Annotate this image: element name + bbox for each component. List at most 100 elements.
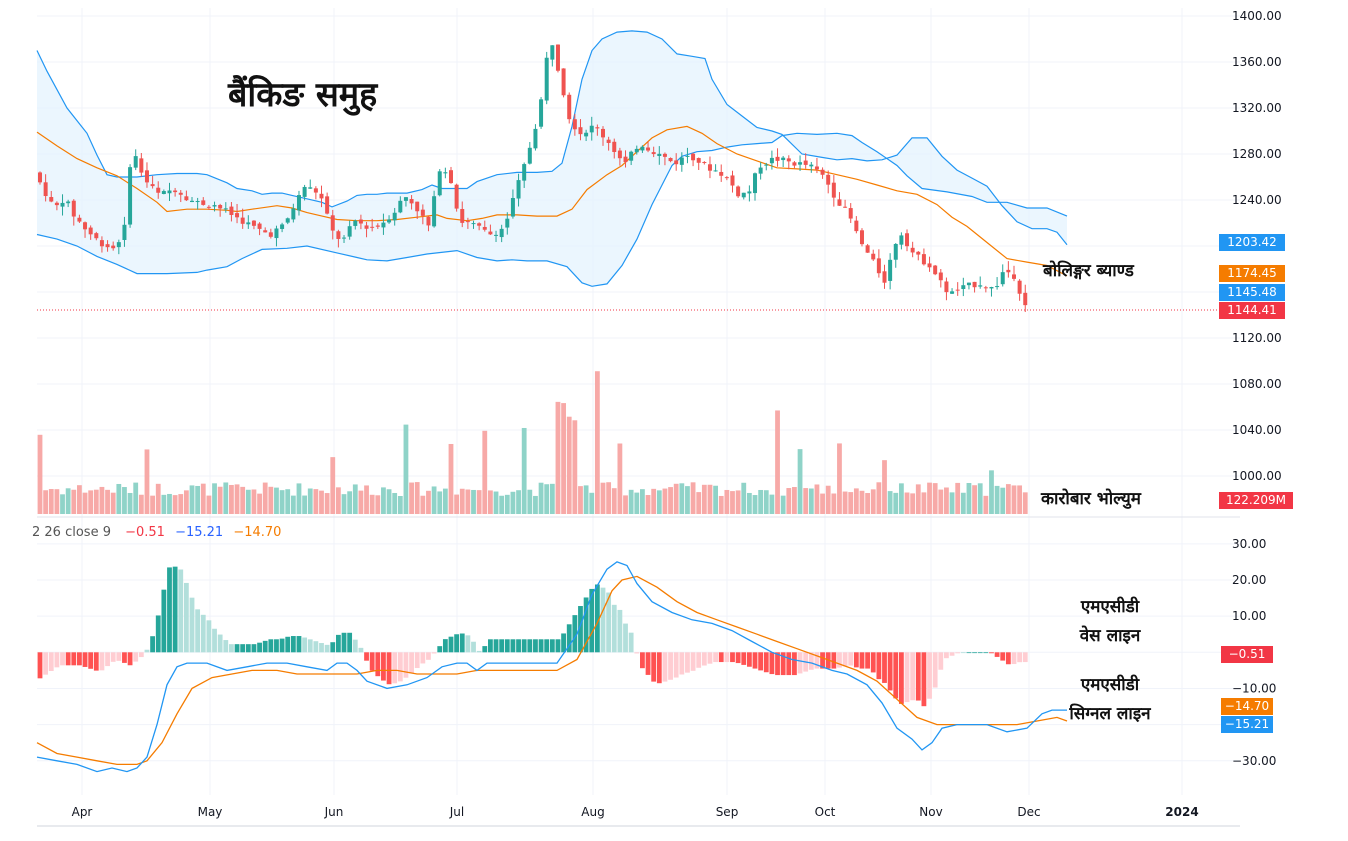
volume-bar xyxy=(178,494,184,514)
macd-hist-bar xyxy=(842,652,848,667)
volume-bar xyxy=(746,492,752,514)
volume-bar xyxy=(668,487,673,514)
volume-bar xyxy=(679,483,685,514)
candle-body xyxy=(589,125,594,133)
macd-hist-bar xyxy=(403,652,409,678)
volume-bar xyxy=(352,484,358,514)
macd-hist-bar xyxy=(960,652,966,654)
candle-body xyxy=(938,272,943,281)
macd-hist-bar xyxy=(240,644,246,653)
candle-body xyxy=(685,155,690,157)
candle-body xyxy=(848,208,853,219)
macd-line-label-1: एमएसीडी xyxy=(1080,597,1140,617)
macd-hist-bar xyxy=(319,643,324,653)
volume-bar xyxy=(138,494,144,514)
macd-hist-bar xyxy=(1022,652,1028,663)
candle-body xyxy=(724,177,729,179)
candle-body xyxy=(240,217,245,224)
volume-bar xyxy=(200,483,206,514)
candle-body xyxy=(285,218,290,223)
candlesticks[interactable] xyxy=(38,44,1028,313)
volume-bar xyxy=(274,487,279,514)
candle-body xyxy=(826,174,831,185)
macd-hist-bar xyxy=(465,635,471,653)
candle-body xyxy=(342,237,347,239)
candle-body xyxy=(206,206,211,208)
candle-body xyxy=(775,156,780,161)
candle-body xyxy=(730,175,735,186)
volume-bar xyxy=(566,416,572,514)
time-tick-label: Oct xyxy=(815,805,836,819)
candle-body xyxy=(679,157,684,165)
candle-body xyxy=(263,230,268,233)
macd-hist-bar xyxy=(882,652,887,683)
volume-bar xyxy=(1000,487,1006,514)
volume-bar xyxy=(814,484,820,514)
volume-bar xyxy=(341,494,347,514)
volume-bar xyxy=(904,492,910,514)
volume-bar xyxy=(313,489,319,514)
volume-bar xyxy=(870,489,876,514)
candle-body xyxy=(432,196,437,227)
candle-body xyxy=(133,156,138,168)
volume-bar xyxy=(898,483,904,514)
candle-body xyxy=(674,160,679,165)
candle-body xyxy=(43,182,48,197)
macd-hist-bar xyxy=(71,652,77,666)
candle-body xyxy=(387,219,392,223)
macd-histogram xyxy=(37,566,1028,707)
volume-bar xyxy=(77,485,82,514)
macd-hist-bar xyxy=(262,640,268,653)
volume-bar xyxy=(465,489,471,514)
macd-hist-bar xyxy=(983,652,989,654)
bollinger-upper-line xyxy=(36,30,1068,246)
candle-body xyxy=(893,243,898,260)
macd-hist-bar xyxy=(397,652,403,682)
macd-hist-bar xyxy=(482,646,488,653)
volume-bar xyxy=(37,434,43,514)
macd-hist-bar xyxy=(133,652,139,662)
macd-legend: 2 26 close 9 −0.51 −15.21 −14.70 xyxy=(32,525,281,540)
candle-body xyxy=(927,263,932,268)
volume-bar xyxy=(600,482,606,514)
volume-bar xyxy=(634,492,640,514)
macd-hist-bar xyxy=(623,623,628,653)
volume-bar xyxy=(302,495,308,514)
candle-body xyxy=(696,158,701,163)
basis-badge: 1174.45 xyxy=(1219,265,1285,282)
volume-bar xyxy=(701,484,707,514)
macd-hist-value: −0.51 xyxy=(125,525,165,540)
macd-hist-bar xyxy=(932,652,938,688)
volume-bar xyxy=(167,493,172,514)
macd-hist-bar xyxy=(758,652,764,671)
candle-body xyxy=(409,199,414,204)
macd-hist-bar xyxy=(561,633,566,653)
volume-bar xyxy=(780,495,786,514)
candle-body xyxy=(657,153,662,157)
macd-hist-bar xyxy=(837,652,842,668)
macd-hist-bar xyxy=(820,652,825,669)
candle-body xyxy=(77,217,82,222)
candle-body xyxy=(415,201,420,212)
macd-hist-bar xyxy=(555,639,561,653)
candle-body xyxy=(792,162,797,166)
candle-body xyxy=(139,158,144,173)
macd-signal-line xyxy=(36,575,1068,766)
volume-bar xyxy=(623,495,628,514)
volume-bar xyxy=(397,495,403,514)
macd-hist-bar xyxy=(110,652,116,662)
macd-hist-bar xyxy=(324,644,330,653)
macd-hist-bar xyxy=(544,639,550,653)
macd-hist-bar xyxy=(437,646,443,653)
candle-body xyxy=(899,235,904,245)
volume-bar xyxy=(977,483,983,514)
volume-bars xyxy=(37,371,1028,514)
macd-hist-bar xyxy=(116,652,122,661)
candle-body xyxy=(54,202,59,206)
candle-body xyxy=(392,212,397,221)
volume-bar xyxy=(769,494,775,514)
volume-bar xyxy=(65,488,71,514)
macd-hist-bar xyxy=(640,652,645,669)
volume-bar xyxy=(983,495,989,514)
